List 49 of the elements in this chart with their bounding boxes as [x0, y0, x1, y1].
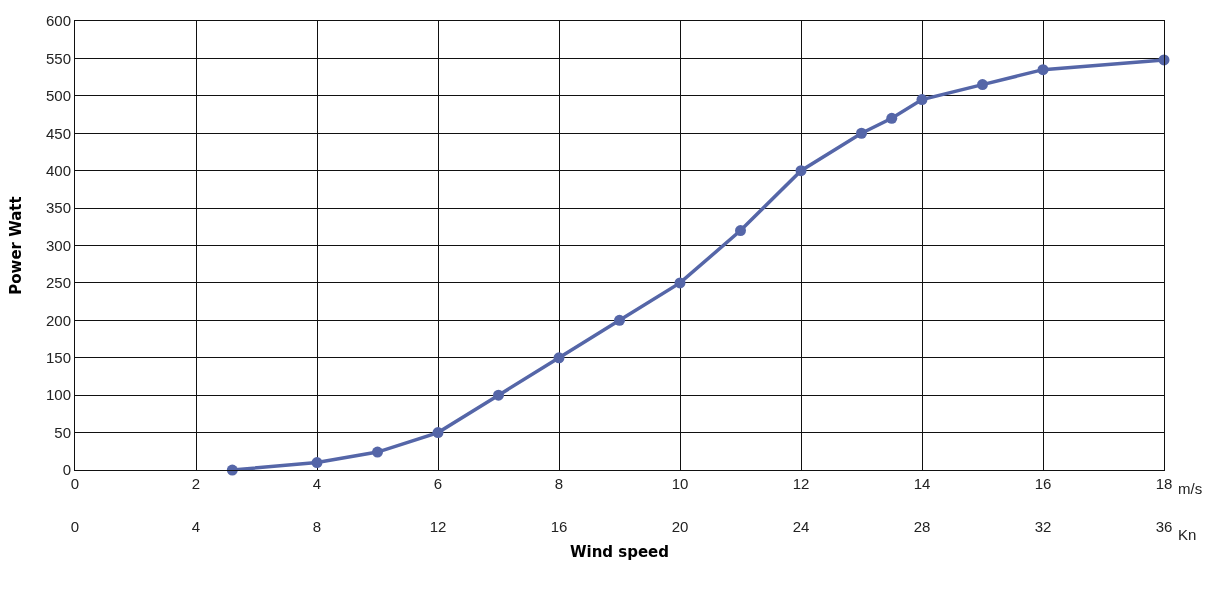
x2-tick-label: 36	[1155, 518, 1173, 536]
y-tick-label: 50	[54, 423, 71, 441]
x-tick-label: 10	[671, 475, 689, 493]
point	[614, 314, 625, 326]
y-tick-label: 600	[45, 12, 71, 30]
point	[674, 277, 686, 289]
y-axis-title: Power Watt	[7, 196, 26, 295]
x2-tick-label: 20	[671, 518, 689, 536]
point	[856, 127, 867, 139]
point	[493, 389, 504, 401]
x-tick-label: 8	[554, 475, 564, 493]
x-tick-label: 18	[1155, 475, 1173, 493]
point	[372, 446, 383, 458]
point	[432, 427, 444, 439]
y-tick-label: 550	[45, 49, 71, 67]
x2-tick-label: 4	[191, 518, 201, 536]
x-tick-label: 4	[312, 475, 322, 493]
x-tick-label: 14	[913, 475, 931, 493]
x-axis-title: Wind speed	[569, 543, 670, 562]
x-tick-label: 2	[191, 475, 201, 493]
x-tick-label: 12	[792, 475, 810, 493]
text: Kn	[1178, 526, 1197, 543]
x2-tick-label: 28	[913, 518, 931, 536]
point	[795, 165, 807, 177]
point	[735, 225, 746, 237]
point	[977, 79, 988, 91]
x2-tick-label: 32	[1034, 518, 1052, 536]
y-tick-label: 200	[45, 311, 71, 329]
y-tick-label: 500	[45, 87, 71, 105]
y-tick-label: 0	[62, 461, 71, 479]
x-tick-label: 16	[1034, 475, 1052, 493]
y-tick-label: 450	[45, 124, 71, 142]
y-tick-label: 350	[45, 199, 71, 217]
x2-tick-label: 24	[792, 518, 810, 536]
x-tick-label: 6	[433, 475, 443, 493]
point	[916, 94, 928, 106]
x2-tick-label: 12	[429, 518, 447, 536]
x2-tick-label: 16	[550, 518, 568, 536]
x2-tick-label: 8	[312, 518, 322, 536]
point	[553, 352, 565, 364]
point	[1037, 64, 1049, 76]
point	[311, 457, 323, 469]
y-tick-label: 150	[45, 349, 71, 367]
text: m/s	[1178, 480, 1203, 497]
y-tick-label: 250	[45, 274, 71, 292]
y-tick-label: 300	[45, 236, 71, 254]
y-tick-label: 100	[45, 386, 71, 404]
point	[886, 112, 898, 124]
y-tick-label: 400	[45, 161, 71, 179]
